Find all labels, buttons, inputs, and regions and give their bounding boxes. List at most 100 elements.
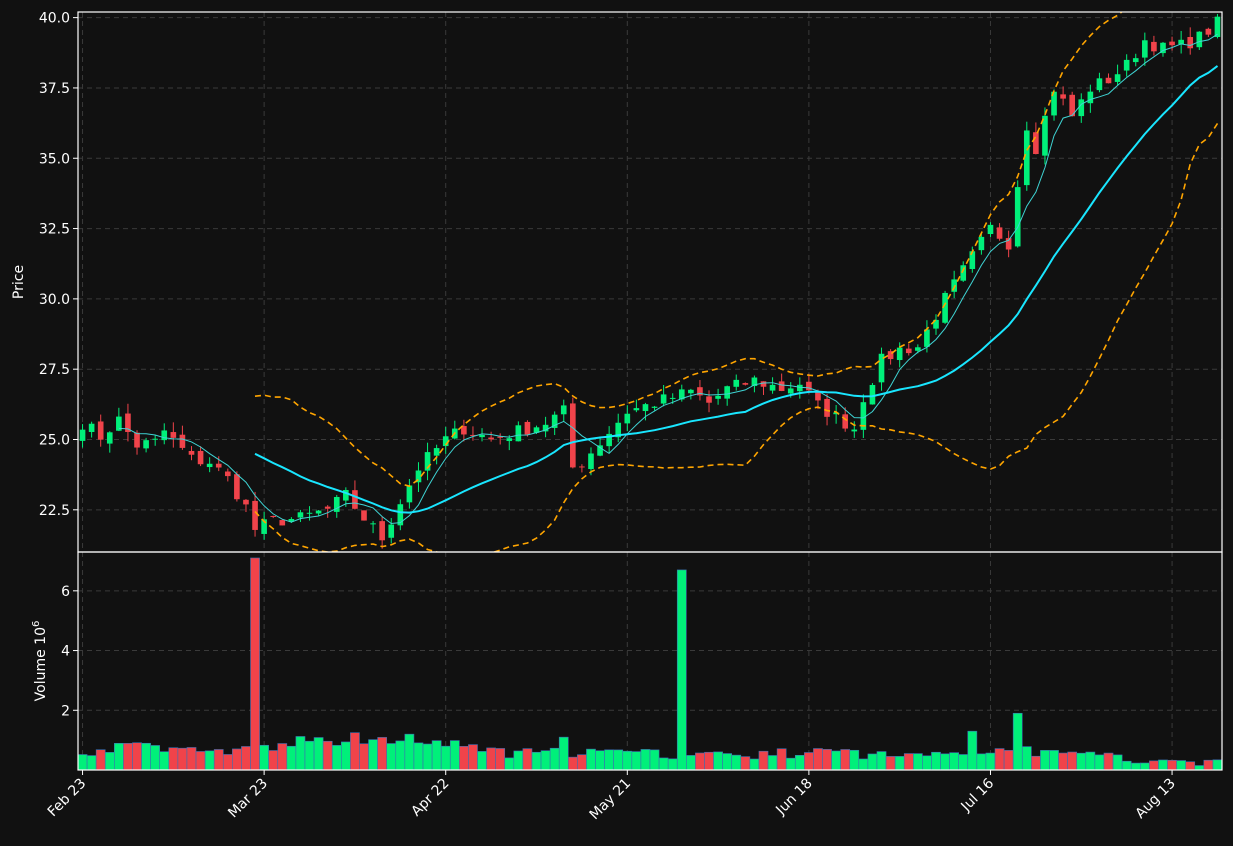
volume-bar (949, 752, 959, 770)
candle-body (815, 392, 821, 401)
volume-bar (268, 750, 279, 770)
x-tick-label: Feb 23 (45, 776, 90, 821)
x-tick-label: Mar 23 (225, 776, 271, 822)
volume-bar (495, 748, 506, 770)
candle-body (842, 414, 849, 429)
price-tick-label: 32.5 (39, 222, 70, 238)
candle-body (924, 329, 930, 347)
volume-bar (1049, 750, 1059, 770)
volume-bar (440, 745, 451, 770)
candle-body (97, 421, 104, 440)
moving-average-fast-line (118, 33, 1218, 525)
volume-bar (586, 748, 596, 770)
candle-body (179, 434, 186, 448)
volume-bar (667, 758, 678, 770)
volume-bar (713, 751, 723, 770)
price-tick-label: 30.0 (39, 292, 70, 308)
candle-body (461, 426, 467, 435)
volume-bar (486, 747, 496, 770)
volume-bar (595, 750, 605, 770)
volume-bar (513, 750, 524, 770)
volume-bar (858, 758, 869, 770)
price-tick-label: 35.0 (39, 151, 70, 167)
volume-bar (976, 753, 987, 770)
candle-body (1142, 40, 1148, 58)
band-upper-line (254, 12, 1123, 488)
candle-body (306, 512, 313, 514)
volume-bar (1167, 759, 1177, 770)
x-tick-label: Aug 13 (1132, 776, 1178, 822)
candle-body (343, 490, 349, 501)
candle-body (1123, 59, 1130, 71)
candle-body (1178, 39, 1184, 45)
candle-body (1078, 99, 1085, 117)
volume-bar (749, 758, 760, 770)
candle-body (197, 450, 204, 465)
volume-bar (1158, 759, 1168, 770)
volume-bar (776, 748, 787, 770)
volume-bar (132, 742, 142, 770)
volume-bar (1040, 750, 1050, 770)
volume-bar (449, 740, 460, 770)
candle-body (1169, 41, 1175, 46)
candle-body (760, 381, 767, 387)
candle-body (297, 512, 304, 518)
candle-body (996, 227, 1003, 239)
volume-axis-label: Volume 106 (31, 621, 49, 702)
volume-bar (259, 744, 269, 770)
candle-body (379, 521, 385, 541)
candle-body (706, 396, 712, 403)
volume-bar (577, 754, 587, 770)
candle-body (1087, 91, 1094, 104)
candle-body (270, 515, 277, 517)
volume-bar (404, 733, 415, 770)
candle-body (769, 384, 776, 391)
volume-tick-label: 6 (61, 584, 70, 600)
volume-bar (141, 742, 151, 770)
price-panel-frame (77, 11, 1223, 553)
volume-bar (985, 752, 996, 770)
candle-body (1069, 94, 1076, 117)
candle-body (660, 394, 667, 404)
candle-body (833, 412, 839, 415)
volume-bar (1203, 759, 1214, 770)
candle-body (579, 466, 585, 468)
volume-bar (341, 741, 351, 770)
volume-bar (540, 750, 551, 770)
x-tick-label: Apr 22 (408, 776, 452, 820)
candle-body (542, 424, 549, 432)
volume-bar (504, 757, 515, 770)
candle-body (851, 429, 858, 432)
candle-body (1114, 74, 1121, 82)
candle-body (161, 430, 168, 441)
volume-bar (686, 755, 696, 770)
volume-bar (1021, 746, 1032, 770)
volume-bar (1012, 712, 1023, 770)
volume-bar (967, 730, 978, 770)
volume-bar (958, 754, 969, 770)
candle-body (1160, 42, 1166, 54)
volume-bar (1139, 762, 1150, 770)
volume-bar (1085, 751, 1096, 770)
band-lower-line (254, 122, 1219, 552)
candle-body (279, 520, 286, 526)
candle-body (860, 402, 867, 430)
price-axis-label: Price (11, 265, 27, 299)
candle-body (551, 414, 558, 428)
volume-bar (931, 751, 941, 770)
volume-bar (186, 747, 197, 770)
volume-bar (549, 747, 560, 770)
volume-bar (1067, 751, 1078, 770)
volume-bar (831, 750, 841, 770)
volume-bar (994, 748, 1005, 770)
candle-body (497, 436, 504, 438)
x-tick-label: May 21 (587, 776, 635, 824)
candle-body (252, 500, 258, 530)
candle-body (669, 397, 676, 399)
candle-body (1051, 91, 1057, 116)
candle-body (878, 353, 885, 383)
candle-body (206, 463, 213, 468)
volume-bar (522, 748, 533, 770)
candle-body (315, 510, 322, 514)
